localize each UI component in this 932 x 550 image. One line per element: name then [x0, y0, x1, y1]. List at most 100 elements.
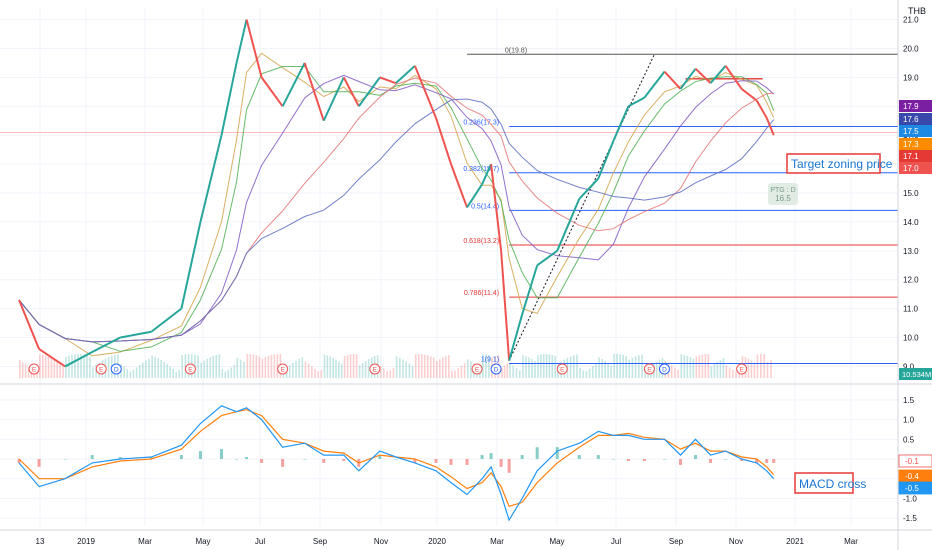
macd-histogram-bar	[342, 459, 346, 461]
volume-bar	[181, 354, 184, 378]
price-tick-label: 13.0	[903, 247, 919, 256]
dividend-marker[interactable]	[490, 363, 502, 375]
target-annotation-box[interactable]	[786, 153, 881, 174]
price-tick-label: 11.0	[903, 305, 919, 314]
volume-bar	[252, 354, 255, 378]
price-segment	[450, 163, 468, 208]
volume-bar	[329, 356, 332, 378]
volume-bar	[71, 354, 73, 378]
price-segment	[322, 76, 345, 122]
volume-bar	[21, 362, 24, 378]
time-tick-label: Jul	[611, 537, 621, 546]
volume-bar	[585, 371, 588, 378]
volume-bar	[579, 367, 581, 378]
trend-line[interactable]	[508, 54, 655, 361]
fib-level-label: 0.618(13.2)	[463, 238, 499, 245]
volume-bar	[212, 355, 215, 378]
volume-bar	[770, 359, 772, 378]
earnings-marker[interactable]	[643, 363, 655, 375]
time-tick-label: Sep	[313, 537, 328, 546]
fib-level-label: 0.236(17.3)	[463, 120, 499, 127]
price-segment	[395, 65, 416, 84]
macd-tick-label: 1.5	[903, 396, 915, 405]
volume-bar	[41, 354, 44, 378]
volume-badge-value: 10.534M	[902, 370, 931, 379]
earnings-marker[interactable]	[369, 363, 381, 375]
earnings-marker[interactable]	[95, 363, 107, 375]
volume-bar	[402, 359, 404, 378]
volume-bar	[591, 366, 594, 378]
earnings-marker[interactable]	[556, 363, 568, 375]
volume-bar	[747, 358, 750, 378]
volume-bar	[710, 366, 713, 378]
fibonacci-retracement[interactable]: 0(19.8) 0.236(17.3) 0.382(15.7) 0.5(14.4) 0.…	[0, 47, 898, 365]
volume-bar	[429, 356, 432, 378]
volume-bar	[460, 365, 463, 378]
volume-bar	[634, 356, 637, 378]
earnings-marker[interactable]	[28, 363, 40, 375]
earnings-marker[interactable]	[471, 363, 483, 375]
volume-bar	[725, 365, 728, 378]
moving-average-line	[18, 98, 775, 343]
earnings-marker[interactable]	[184, 363, 196, 375]
volume-bar	[463, 363, 466, 378]
volume-bar	[763, 354, 765, 378]
price-segment	[694, 67, 712, 84]
volume-bar	[83, 354, 85, 378]
volume-bar	[701, 354, 704, 378]
volume-bar	[572, 355, 575, 378]
macd-histogram-bar	[281, 459, 285, 467]
earnings-marker[interactable]	[277, 363, 289, 375]
event-marker-letter: E	[475, 367, 480, 374]
price-badge-value: 17.6	[903, 115, 919, 124]
volume-bar	[641, 354, 643, 378]
macd-histogram-bar	[626, 459, 630, 461]
macd-histogram-bar	[219, 449, 223, 459]
volume-bar	[224, 371, 227, 378]
volume-bar	[95, 364, 97, 378]
volume-bar	[610, 365, 612, 378]
macd-histogram-bar	[724, 459, 728, 460]
volume-bar	[426, 355, 429, 378]
price-tick-label: 21.0	[903, 16, 919, 25]
price-segment	[765, 117, 775, 136]
volume-bar	[540, 354, 542, 378]
volume-bar	[695, 356, 698, 378]
volume-bar	[735, 371, 737, 378]
macd-histogram-bar	[378, 455, 382, 459]
dividend-marker[interactable]	[658, 363, 670, 375]
event-marker-letter: E	[280, 367, 285, 374]
macd-histogram-bar	[465, 459, 469, 465]
volume-bar	[542, 354, 545, 378]
volume-bar	[323, 354, 326, 378]
moving-average-line	[18, 66, 775, 352]
earnings-marker[interactable]	[736, 363, 748, 375]
macd-histogram-bar	[303, 459, 307, 460]
volume-bar	[276, 354, 279, 378]
volume-bar	[713, 364, 716, 378]
volume-bar	[157, 358, 159, 378]
time-tick-label: 13	[36, 537, 45, 546]
currency-label: THB	[908, 6, 926, 16]
macd-histogram-bar	[507, 459, 511, 473]
volume-bar	[392, 367, 395, 378]
volume-bar	[512, 365, 514, 378]
macd-cross-annotation-box[interactable]	[794, 472, 854, 494]
price-segment	[120, 330, 152, 339]
volume-bar	[395, 356, 398, 378]
volume-bar	[317, 371, 319, 378]
fib-level-label: 0.5(14.4)	[471, 203, 499, 210]
macd-histogram-bar	[198, 451, 202, 459]
volume-bar	[692, 358, 695, 378]
macd-histogram-bar	[642, 459, 646, 461]
volume-bar	[264, 357, 267, 378]
volume-bar	[537, 355, 539, 378]
volume-bar	[27, 366, 30, 378]
volume-bar	[383, 368, 385, 378]
event-marker-letter: E	[560, 367, 565, 374]
price-tick-label: 15.0	[903, 189, 919, 198]
dividend-marker[interactable]	[110, 363, 122, 375]
price-segment	[643, 70, 666, 99]
